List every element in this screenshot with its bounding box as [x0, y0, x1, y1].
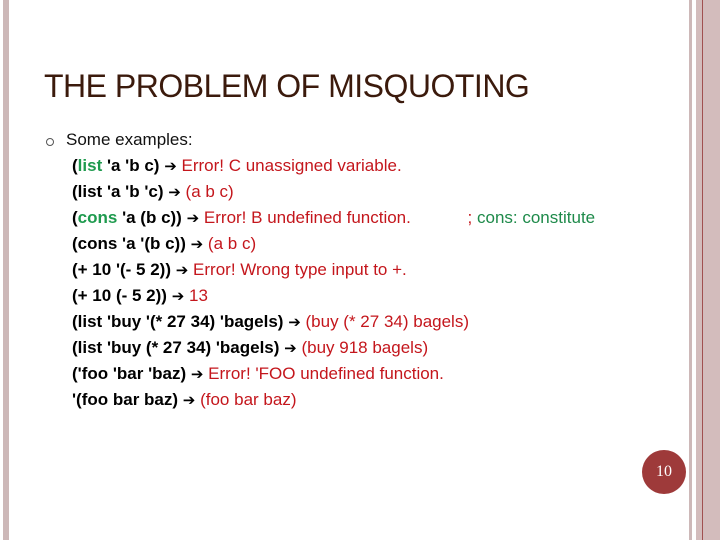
comment-marker: ; [410, 208, 477, 227]
code-text: ( [72, 156, 78, 175]
example-line: ('foo 'bar 'baz) ➔ Error! 'FOO undefined… [72, 364, 444, 384]
intro-text: Some examples: [66, 130, 193, 149]
example-line: (+ 10 (- 5 2)) ➔ 13 [72, 286, 208, 306]
code-text: (list 'buy '(* 27 34) 'bagels) [72, 312, 284, 331]
code-text: ('foo 'bar 'baz) [72, 364, 187, 383]
keyword-text: cons [77, 208, 118, 227]
arrow-icon: ➔ [288, 313, 301, 331]
example-line: (list 'buy (* 27 34) 'bagels) ➔ (buy 918… [72, 338, 428, 358]
result-text: (a b c) [185, 182, 234, 201]
keyword-text: list [77, 156, 103, 175]
example-line: (list 'buy '(* 27 34) 'bagels) ➔ (buy (*… [72, 312, 469, 332]
result-text: Error! B undefined function. [203, 208, 411, 227]
slide-title: THE PROBLEM OF MISQUOTING [44, 68, 530, 104]
arrow-icon: ➔ [175, 261, 189, 279]
result-text: (buy (* 27 34) bagels) [305, 312, 469, 331]
bullet-icon [46, 138, 54, 146]
code-text: (list 'buy (* 27 34) 'bagels) [72, 338, 280, 357]
code-text: '(foo bar baz) [72, 390, 179, 409]
code-text: 'a 'b c) [102, 156, 160, 175]
arrow-icon: ➔ [190, 365, 204, 383]
example-line: (cons 'a (b c)) ➔ Error! B undefined fun… [72, 208, 595, 228]
arrow-icon: ➔ [168, 183, 181, 201]
right-border-line [689, 0, 692, 540]
right-border-band [696, 0, 720, 540]
arrow-icon: ➔ [171, 287, 185, 305]
arrow-icon: ➔ [186, 209, 200, 227]
result-text: Error! Wrong type input to +. [193, 260, 407, 279]
arrow-icon: ➔ [284, 339, 297, 357]
result-text: 13 [189, 286, 208, 305]
code-text: 'a (b c)) [117, 208, 182, 227]
result-text: (foo bar baz) [200, 390, 297, 409]
result-text: Error! C unassigned variable. [181, 156, 402, 175]
arrow-icon: ➔ [182, 391, 196, 409]
example-line: (+ 10 '(- 5 2)) ➔ Error! Wrong type inpu… [72, 260, 407, 280]
code-text: (cons 'a '(b c)) [72, 234, 186, 253]
left-border [3, 0, 9, 540]
result-text: Error! 'FOO undefined function. [208, 364, 444, 383]
right-border-accent [702, 0, 703, 540]
result-text: (a b c) [207, 234, 257, 253]
example-line: (cons 'a '(b c)) ➔ (a b c) [72, 234, 256, 254]
example-line: (list 'a 'b 'c) ➔ (a b c) [72, 182, 234, 202]
comment-text: cons: constitute [477, 208, 596, 227]
code-text: (list 'a 'b 'c) [72, 182, 164, 201]
code-text: (+ 10 (- 5 2)) [72, 286, 167, 305]
result-text: (buy 918 bagels) [301, 338, 429, 357]
page-number-badge: 10 [642, 450, 686, 494]
arrow-icon: ➔ [190, 235, 204, 253]
code-text: (+ 10 '(- 5 2)) [72, 260, 171, 279]
arrow-icon: ➔ [164, 157, 177, 175]
example-line: '(foo bar baz) ➔ (foo bar baz) [72, 390, 296, 410]
example-line: (list 'a 'b c) ➔ Error! C unassigned var… [72, 156, 402, 176]
code-text: ( [72, 208, 78, 227]
